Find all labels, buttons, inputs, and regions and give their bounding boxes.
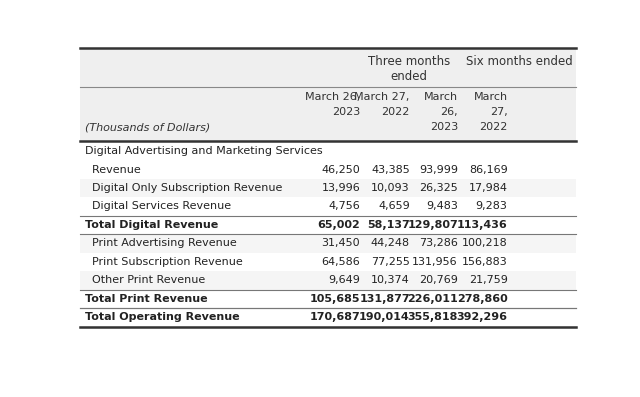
- Text: 26,325: 26,325: [419, 183, 458, 193]
- Text: 64,586: 64,586: [321, 257, 360, 267]
- Text: Print Subscription Revenue: Print Subscription Revenue: [85, 257, 243, 267]
- Text: 26,: 26,: [440, 107, 458, 117]
- Text: 113,436: 113,436: [457, 220, 508, 230]
- Text: 58,137: 58,137: [367, 220, 410, 230]
- Text: 17,984: 17,984: [468, 183, 508, 193]
- Text: 4,756: 4,756: [328, 201, 360, 212]
- Text: 27,: 27,: [490, 107, 508, 117]
- Text: Total Digital Revenue: Total Digital Revenue: [85, 220, 218, 230]
- Text: 4,659: 4,659: [378, 201, 410, 212]
- Text: Total Print Revenue: Total Print Revenue: [85, 294, 207, 304]
- Text: Three months: Three months: [368, 55, 450, 68]
- Text: Print Advertising Revenue: Print Advertising Revenue: [85, 239, 237, 249]
- Text: 226,011: 226,011: [407, 294, 458, 304]
- Text: March: March: [474, 92, 508, 102]
- Text: 9,283: 9,283: [476, 201, 508, 212]
- Text: 10,374: 10,374: [371, 276, 410, 285]
- Text: 131,877: 131,877: [359, 294, 410, 304]
- Text: 44,248: 44,248: [371, 239, 410, 249]
- Text: 2023: 2023: [332, 107, 360, 117]
- Text: March: March: [424, 92, 458, 102]
- Text: 131,956: 131,956: [412, 257, 458, 267]
- Text: 105,685: 105,685: [310, 294, 360, 304]
- Text: 2023: 2023: [429, 122, 458, 132]
- Text: 156,883: 156,883: [462, 257, 508, 267]
- Text: 100,218: 100,218: [462, 239, 508, 249]
- Text: 170,687: 170,687: [310, 312, 360, 322]
- Bar: [80, 179, 576, 197]
- Bar: [80, 271, 576, 289]
- Bar: [80, 234, 576, 252]
- Text: 31,450: 31,450: [322, 239, 360, 249]
- Text: March 27,: March 27,: [355, 92, 410, 102]
- Text: 93,999: 93,999: [419, 164, 458, 175]
- Text: 20,769: 20,769: [419, 276, 458, 285]
- Text: 10,093: 10,093: [371, 183, 410, 193]
- Text: Total Operating Revenue: Total Operating Revenue: [85, 312, 239, 322]
- Text: 9,649: 9,649: [328, 276, 360, 285]
- Text: Other Print Revenue: Other Print Revenue: [85, 276, 205, 285]
- Text: 13,996: 13,996: [321, 183, 360, 193]
- Text: 73,286: 73,286: [419, 239, 458, 249]
- Text: Six months ended: Six months ended: [466, 55, 573, 68]
- Text: 278,860: 278,860: [457, 294, 508, 304]
- Text: 46,250: 46,250: [321, 164, 360, 175]
- Text: Revenue: Revenue: [85, 164, 141, 175]
- Text: March 26,: March 26,: [305, 92, 360, 102]
- Text: ended: ended: [390, 70, 428, 83]
- Text: 65,002: 65,002: [317, 220, 360, 230]
- Text: 21,759: 21,759: [468, 276, 508, 285]
- Text: 392,296: 392,296: [456, 312, 508, 322]
- Text: 355,818: 355,818: [408, 312, 458, 322]
- Text: 9,483: 9,483: [426, 201, 458, 212]
- Text: Digital Only Subscription Revenue: Digital Only Subscription Revenue: [85, 183, 282, 193]
- Text: 2022: 2022: [381, 107, 410, 117]
- Text: 86,169: 86,169: [469, 164, 508, 175]
- Text: 77,255: 77,255: [371, 257, 410, 267]
- Text: 190,014: 190,014: [359, 312, 410, 322]
- Bar: [80, 48, 576, 141]
- Text: 2022: 2022: [479, 122, 508, 132]
- Text: Digital Services Revenue: Digital Services Revenue: [85, 201, 231, 212]
- Text: Digital Advertising and Marketing Services: Digital Advertising and Marketing Servic…: [85, 146, 323, 156]
- Text: 43,385: 43,385: [371, 164, 410, 175]
- Text: 129,807: 129,807: [407, 220, 458, 230]
- Text: (Thousands of Dollars): (Thousands of Dollars): [85, 122, 210, 132]
